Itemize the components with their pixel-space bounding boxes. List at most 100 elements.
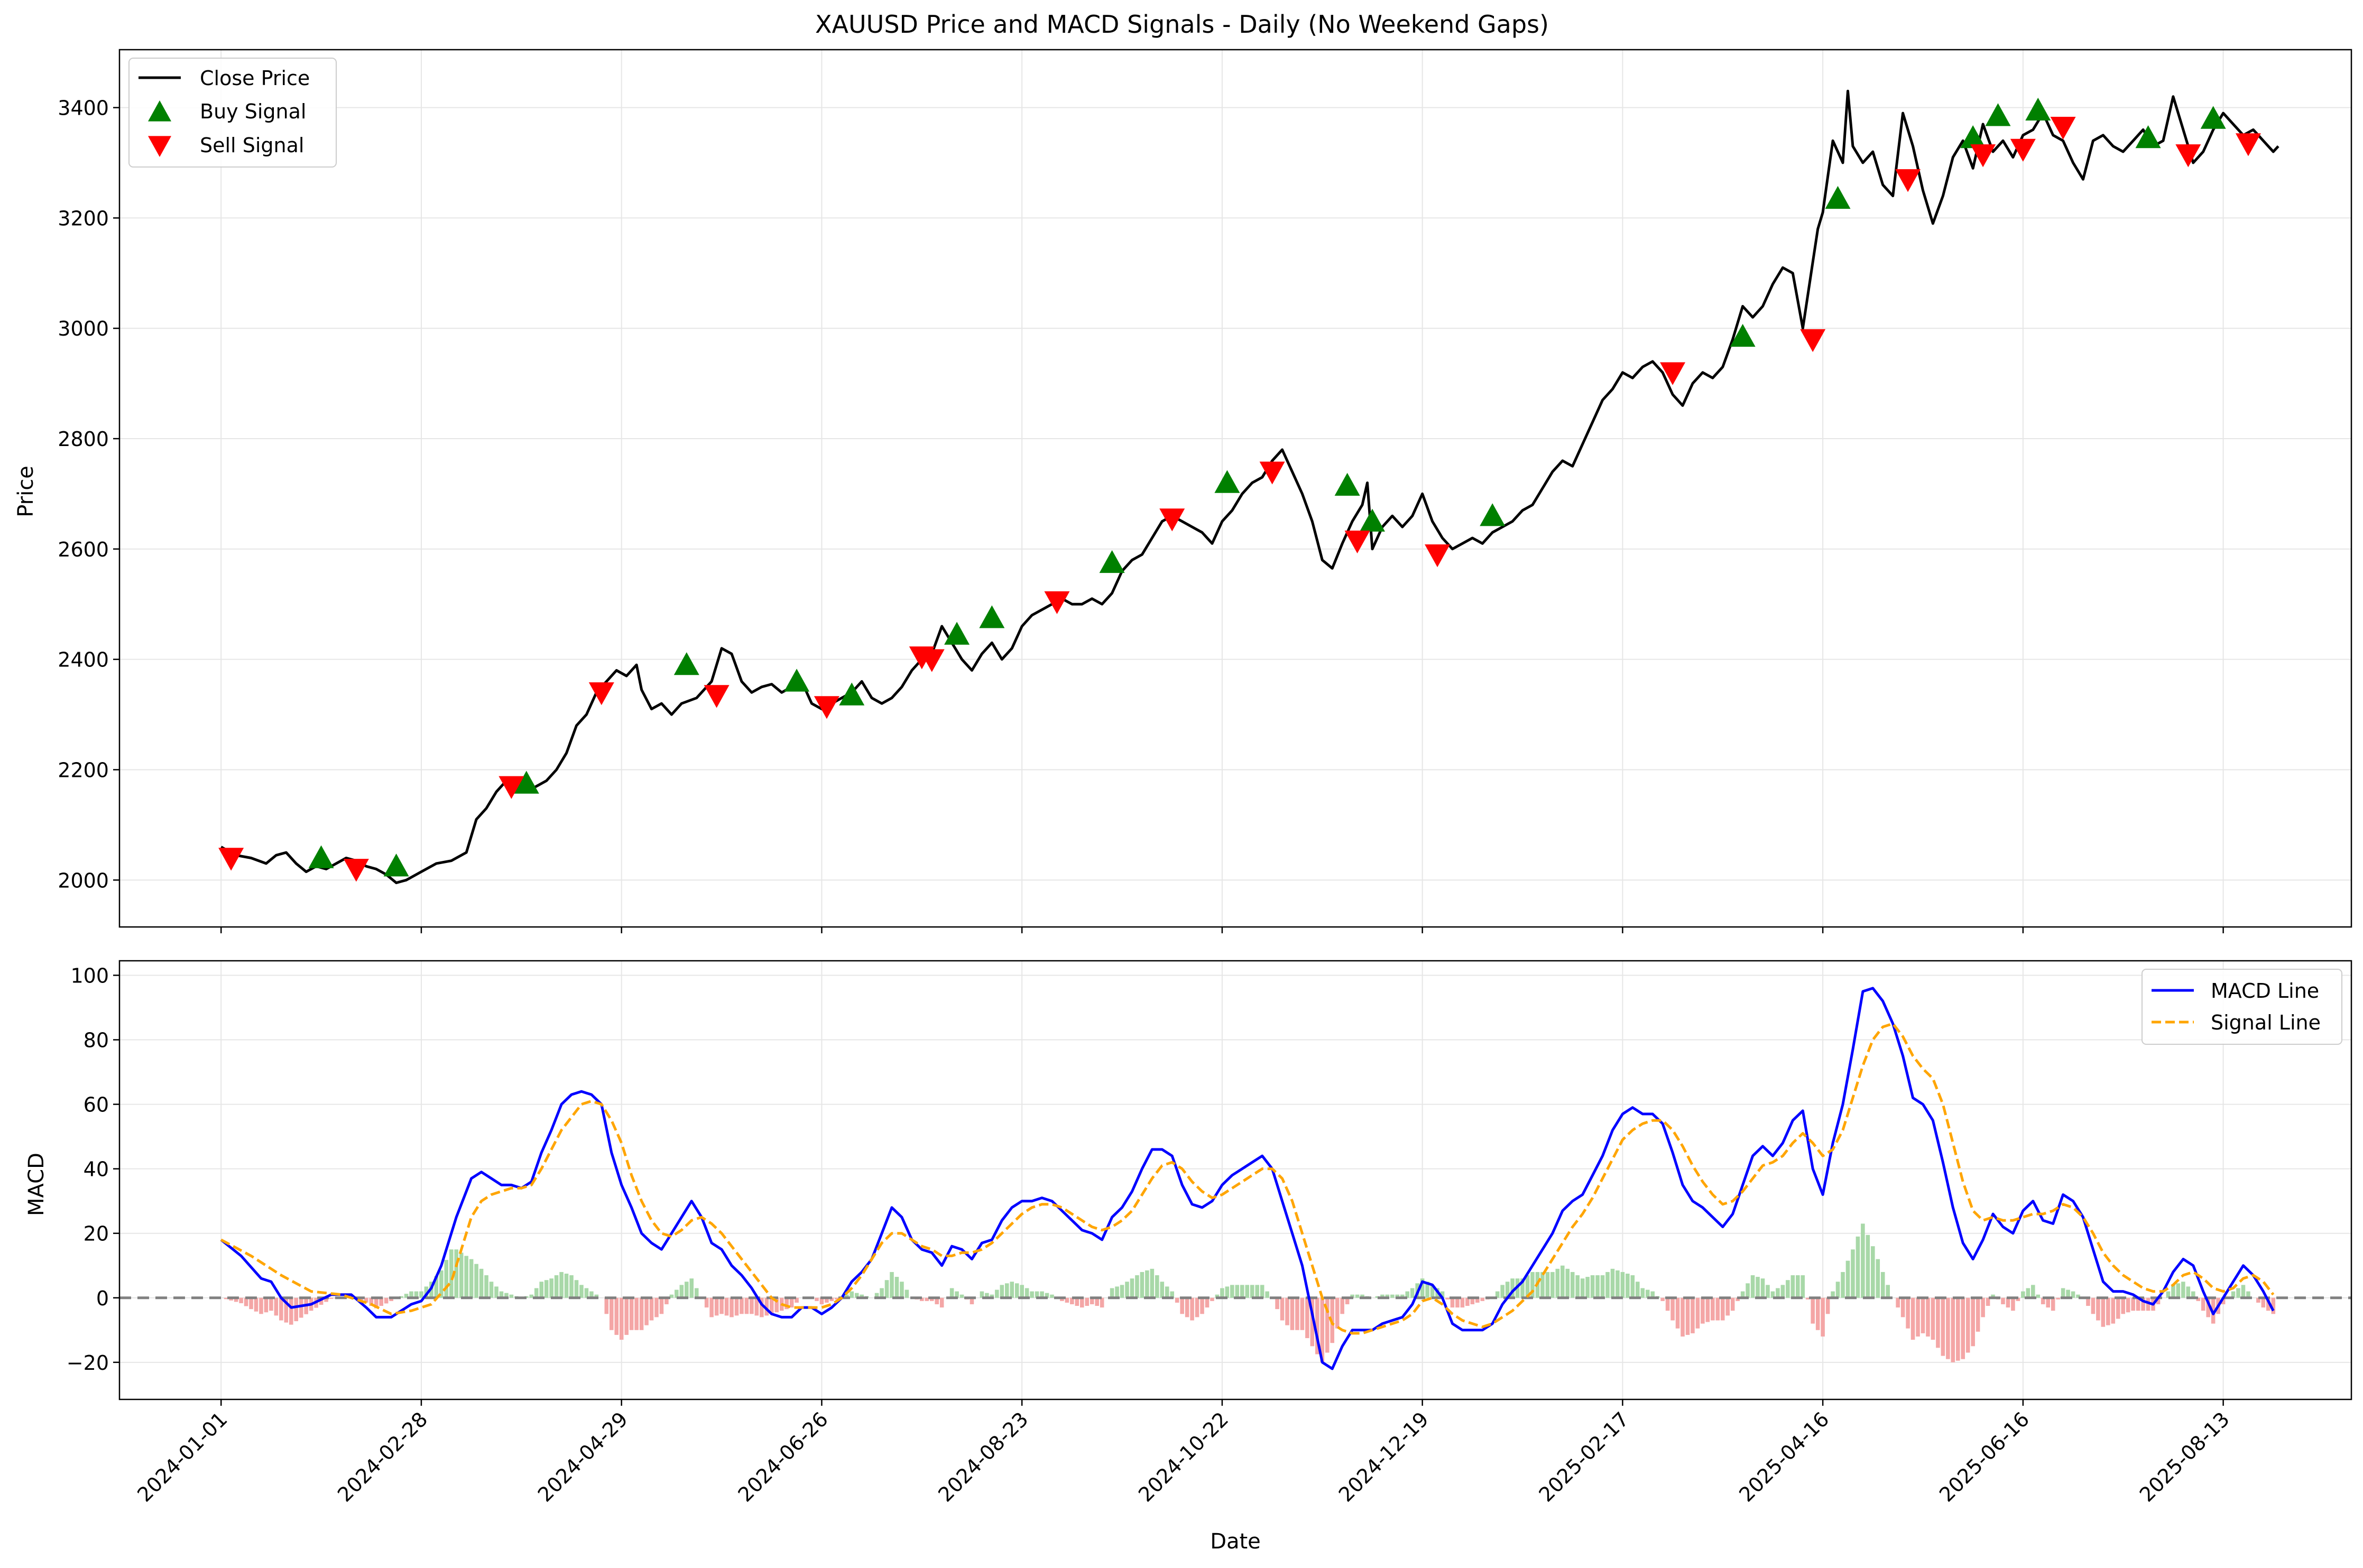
histogram-bar-positive <box>479 1268 484 1298</box>
histogram-bar-negative <box>649 1297 654 1321</box>
histogram-bar-positive <box>1505 1282 1510 1298</box>
histogram-bar-negative <box>1295 1297 1299 1330</box>
histogram-bar-negative <box>2126 1297 2130 1313</box>
histogram-bar-negative <box>294 1297 299 1322</box>
histogram-bar-positive <box>499 1291 504 1298</box>
macd-y-tick-label: 60 <box>84 1093 109 1117</box>
buy-signal-marker <box>944 621 970 645</box>
histogram-bar-negative <box>2141 1297 2145 1311</box>
histogram-bar-positive <box>1570 1272 1575 1298</box>
sell-signal-marker <box>704 685 730 708</box>
histogram-bar-positive <box>1636 1282 1640 1298</box>
histogram-bar-positive <box>2236 1288 2240 1298</box>
histogram-bar-positive <box>900 1282 904 1298</box>
histogram-bar-positive <box>1780 1285 1785 1298</box>
histogram-bar-positive <box>850 1291 854 1298</box>
histogram-bar-negative <box>719 1297 724 1314</box>
histogram-bar-positive <box>449 1249 454 1298</box>
histogram-bar-positive <box>1550 1272 1555 1298</box>
histogram-bar-negative <box>379 1297 383 1306</box>
histogram-bar-negative <box>774 1297 779 1313</box>
histogram-bar-negative <box>1965 1297 1970 1353</box>
histogram-bar-positive <box>1250 1285 1254 1298</box>
histogram-bar-positive <box>1155 1275 1159 1298</box>
histogram-bar-positive <box>1616 1270 1620 1298</box>
price-chart-title: XAUUSD Price and MACD Signals - Daily (N… <box>815 10 1549 39</box>
histogram-bar-negative <box>1910 1297 1915 1340</box>
histogram-bar-negative <box>1445 1297 1450 1300</box>
histogram-bar-positive <box>1380 1294 1384 1298</box>
histogram-bar-negative <box>714 1297 719 1316</box>
histogram-bar-positive <box>694 1288 699 1298</box>
histogram-bar-positive <box>554 1275 559 1298</box>
histogram-bar-negative <box>1736 1297 1740 1301</box>
histogram-bar-positive <box>2021 1291 2025 1298</box>
histogram-bar-positive <box>414 1291 419 1298</box>
buy-signal-marker <box>383 853 409 877</box>
histogram-bar-positive <box>1886 1285 1890 1298</box>
macd-legend: MACD Line Signal Line <box>2142 969 2342 1045</box>
buy-signal-marker <box>1334 472 1360 496</box>
histogram-bar-positive <box>1645 1289 1650 1298</box>
histogram-bar-negative <box>1931 1297 1935 1340</box>
histogram-bar-positive <box>1605 1272 1610 1298</box>
histogram-bar-negative <box>1065 1297 1069 1303</box>
histogram-bar-positive <box>684 1282 689 1298</box>
histogram-bar-negative <box>815 1297 819 1301</box>
histogram-bar-positive <box>2031 1285 2035 1298</box>
legend-sell-label: Sell Signal <box>200 134 304 157</box>
histogram-bar-negative <box>229 1297 233 1301</box>
histogram-bar-positive <box>549 1278 553 1298</box>
histogram-bar-negative <box>1195 1297 1199 1318</box>
histogram-bar-positive <box>1420 1278 1425 1298</box>
histogram-bar-negative <box>1465 1297 1470 1306</box>
buy-signal-marker <box>2200 106 2226 129</box>
histogram-bar-positive <box>1530 1272 1535 1298</box>
histogram-bar-positive <box>980 1291 984 1298</box>
histogram-bar-positive <box>1746 1283 1750 1298</box>
histogram-bar-negative <box>2201 1297 2205 1311</box>
histogram-bar-positive <box>1014 1283 1019 1298</box>
histogram-bar-negative <box>2041 1297 2045 1304</box>
histogram-bar-negative <box>1100 1297 1104 1308</box>
histogram-bar-negative <box>754 1297 759 1316</box>
buy-signal-marker <box>1359 508 1385 532</box>
price-y-tick-label: 2600 <box>58 538 109 561</box>
buy-signal-marker <box>1099 550 1125 573</box>
histogram-bar-negative <box>2131 1297 2135 1311</box>
histogram-bar-positive <box>904 1289 909 1298</box>
histogram-bar-negative <box>1906 1297 1910 1329</box>
histogram-bar-negative <box>740 1297 744 1314</box>
histogram-bar-negative <box>1691 1297 1695 1333</box>
histogram-bar-positive <box>949 1288 954 1298</box>
macd-y-tick-label: 20 <box>84 1222 109 1246</box>
histogram-bar-negative <box>1916 1297 1920 1337</box>
histogram-bar-negative <box>2016 1297 2020 1301</box>
histogram-bar-positive <box>1876 1259 1880 1298</box>
macd-plot-area <box>119 987 2351 1370</box>
histogram-bar-negative <box>659 1297 664 1314</box>
histogram-bar-negative <box>1811 1297 1815 1324</box>
histogram-bar-positive <box>1395 1294 1400 1298</box>
histogram-bar-negative <box>1475 1297 1480 1303</box>
histogram-bar-positive <box>1991 1294 1995 1298</box>
histogram-bar-negative <box>1060 1297 1064 1301</box>
sell-signal-marker <box>919 649 945 672</box>
histogram-bar-positive <box>1375 1296 1380 1298</box>
macd-y-tick-label: 100 <box>70 964 109 987</box>
histogram-bar-negative <box>254 1297 259 1312</box>
histogram-bar-negative <box>1285 1297 1289 1325</box>
sell-signal-marker <box>1895 169 1921 192</box>
histogram-bar-positive <box>675 1289 679 1298</box>
histogram-bar-positive <box>669 1294 674 1298</box>
histogram-bar-negative <box>1705 1297 1710 1322</box>
histogram-bar-negative <box>1095 1297 1099 1306</box>
histogram-bar-negative <box>624 1297 629 1335</box>
histogram-bar-negative <box>224 1297 228 1300</box>
histogram-bar-negative <box>2116 1297 2120 1319</box>
histogram-bar-positive <box>1030 1291 1034 1298</box>
legend-buy-label: Buy Signal <box>200 100 306 123</box>
histogram-bar-positive <box>1004 1283 1009 1298</box>
histogram-bar-negative <box>1701 1297 1705 1324</box>
histogram-bar-positive <box>990 1294 994 1298</box>
